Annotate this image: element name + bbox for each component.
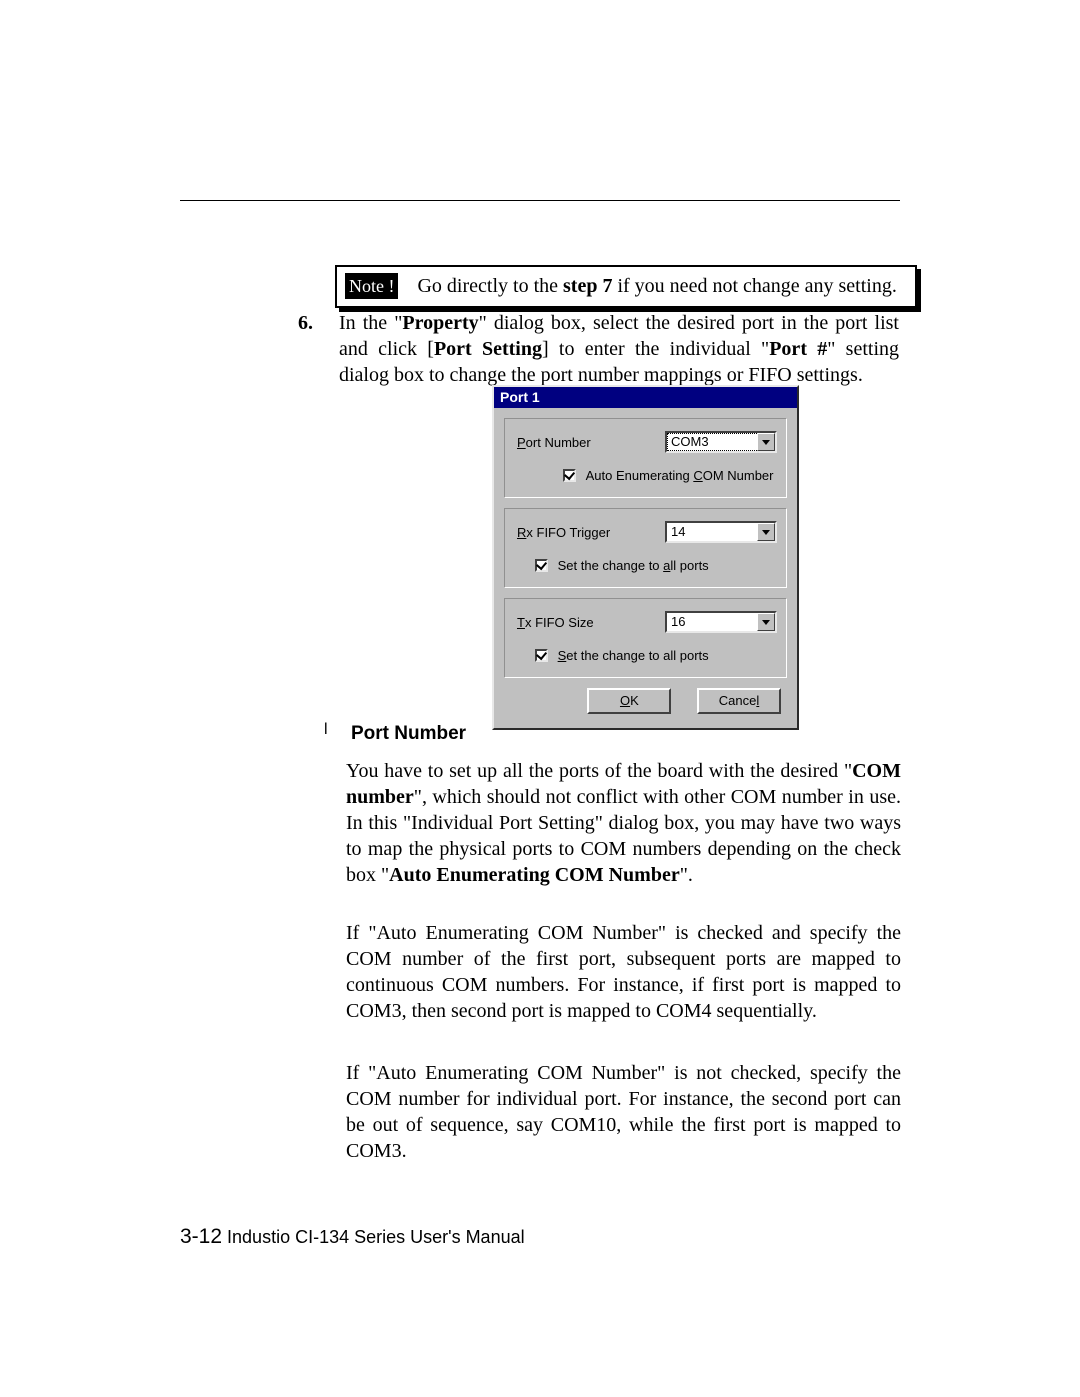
port-dialog: Port 1 Port Number COM3 Auto Enumerating… [492,385,799,730]
tx-all-ports-label: Set the change to all ports [558,648,709,663]
cancel-button[interactable]: Cancel [697,688,781,714]
note-box: Note ! Go directly to the step 7 if you … [335,265,917,308]
group-port-number: Port Number COM3 Auto Enumerating COM Nu… [504,418,787,498]
group-rx-fifo: Rx FIFO Trigger 14 Set the change to all… [504,508,787,588]
step-text: In the "Property" dialog box, select the… [339,310,899,388]
header-rule [180,200,900,201]
bullet-marker: l [324,720,346,741]
auto-enum-checkbox[interactable] [563,469,576,482]
paragraph-3: If "Auto Enumerating COM Number" is not … [346,1060,901,1164]
note-label: Note ! [345,273,398,299]
port-number-label: Port Number [517,435,591,450]
page-footer: 3-12 Industio CI-134 Series User's Manua… [180,1225,525,1249]
chevron-down-icon[interactable] [757,523,775,541]
rx-fifo-combo[interactable]: 14 [665,521,777,543]
tx-fifo-label: Tx FIFO Size [517,615,594,630]
auto-enum-label: Auto Enumerating COM Number [586,468,774,483]
page-number: 3-12 [180,1225,222,1248]
paragraph-1: You have to set up all the ports of the … [346,758,901,888]
auto-enum-row[interactable]: Auto Enumerating COM Number [515,467,776,485]
step-number: 6. [298,310,334,336]
note-text: Go directly to the step 7 if you need no… [417,275,896,297]
dialog-title: Port 1 [494,387,797,408]
tx-fifo-value: 16 [671,614,685,629]
step-6: 6. In the "Property" dialog box, select … [298,310,903,388]
rx-all-ports-checkbox[interactable] [535,559,548,572]
tx-all-ports-checkbox[interactable] [535,649,548,662]
rx-fifo-label: Rx FIFO Trigger [517,525,610,540]
chevron-down-icon[interactable] [757,433,775,451]
paragraph-2: If "Auto Enumerating COM Number" is chec… [346,920,901,1024]
group-tx-fifo: Tx FIFO Size 16 Set the change to all po… [504,598,787,678]
tx-all-ports-row[interactable]: Set the change to all ports [515,647,776,665]
rx-fifo-value: 14 [671,524,685,539]
chevron-down-icon[interactable] [757,613,775,631]
port-number-bullet: l Port Number [324,720,901,747]
ok-button[interactable]: OK [587,688,671,714]
bullet-heading: Port Number [351,722,466,747]
rx-all-ports-label: Set the change to all ports [558,558,709,573]
port-number-value: COM3 [671,434,709,449]
footer-text: Industio CI-134 Series User's Manual [222,1227,525,1247]
rx-all-ports-row[interactable]: Set the change to all ports [515,557,776,575]
tx-fifo-combo[interactable]: 16 [665,611,777,633]
port-number-combo[interactable]: COM3 [665,431,777,453]
